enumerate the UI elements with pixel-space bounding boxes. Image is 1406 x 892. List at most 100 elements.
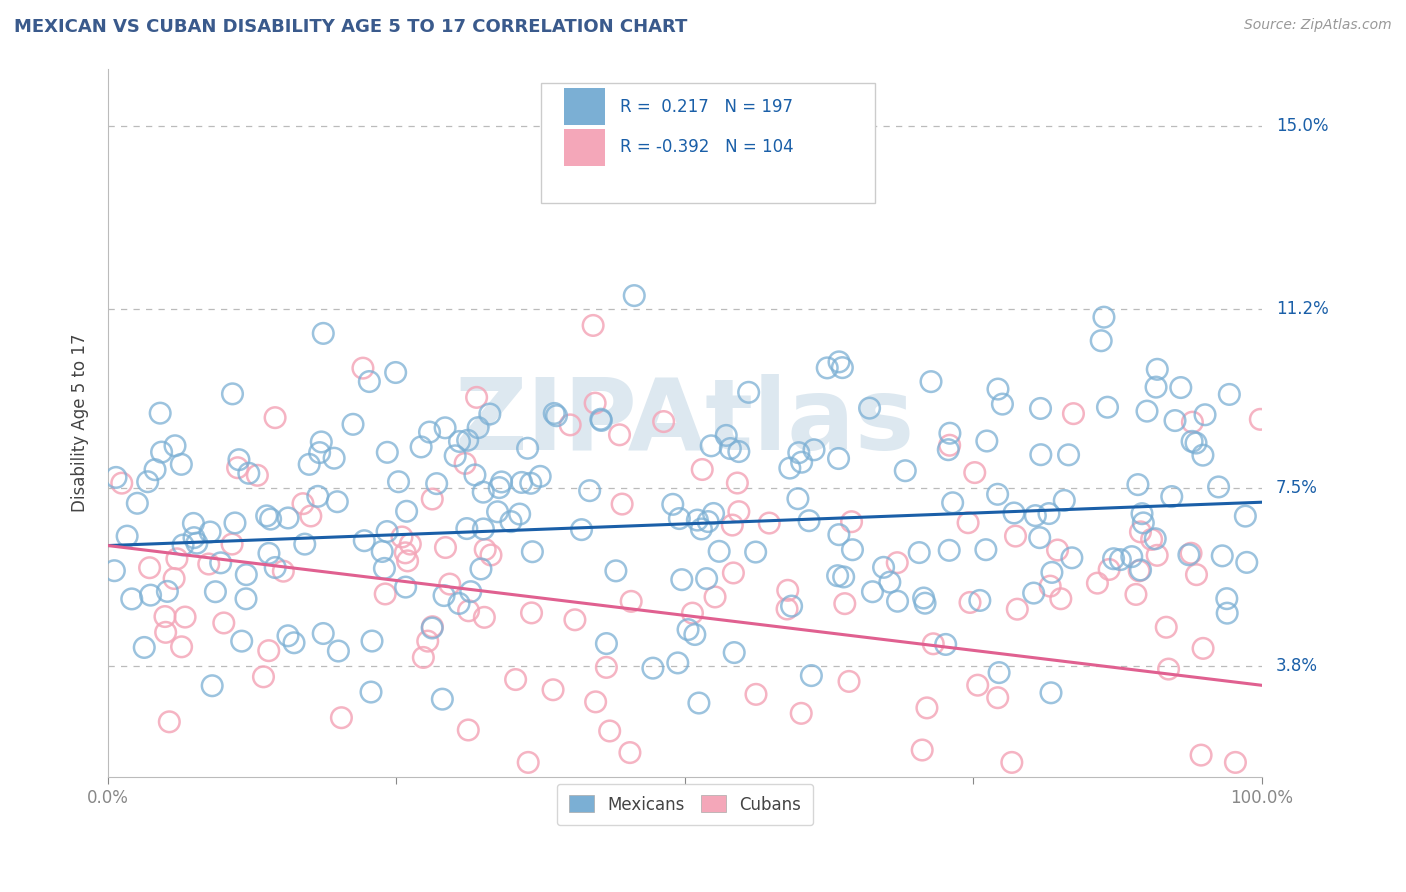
- Mexicans: [298, 458, 321, 472]
- Mexicans: [686, 513, 709, 527]
- Mexicans: [1164, 413, 1187, 427]
- Cubans: [396, 554, 419, 568]
- Mexicans: [1130, 507, 1153, 521]
- Cubans: [454, 456, 477, 470]
- Cubans: [1046, 543, 1069, 558]
- Mexicans: [224, 516, 246, 530]
- Cubans: [560, 417, 582, 432]
- Mexicans: [1060, 550, 1083, 565]
- Cubans: [1249, 412, 1271, 426]
- Mexicans: [478, 407, 501, 421]
- Mexicans: [311, 434, 333, 449]
- Cubans: [841, 515, 863, 529]
- Mexicans: [186, 536, 208, 550]
- Text: 3.8%: 3.8%: [1275, 657, 1317, 675]
- Cubans: [1098, 562, 1121, 576]
- Mexicans: [257, 546, 280, 560]
- Mexicans: [209, 556, 232, 570]
- Mexicans: [1234, 509, 1257, 524]
- Cubans: [434, 541, 457, 555]
- Mexicans: [1126, 477, 1149, 491]
- Mexicans: [894, 464, 917, 478]
- Cubans: [299, 508, 322, 523]
- Mexicans: [683, 627, 706, 641]
- Mexicans: [666, 656, 689, 670]
- Mexicans: [716, 428, 738, 442]
- Cubans: [474, 542, 496, 557]
- Mexicans: [183, 531, 205, 545]
- Mexicans: [1146, 362, 1168, 376]
- Mexicans: [815, 360, 838, 375]
- Mexicans: [426, 476, 449, 491]
- Mexicans: [1236, 555, 1258, 569]
- Mexicans: [1053, 493, 1076, 508]
- Text: 7.5%: 7.5%: [1275, 479, 1317, 497]
- Mexicans: [920, 375, 942, 389]
- Mexicans: [283, 636, 305, 650]
- Mexicans: [326, 494, 349, 508]
- Cubans: [273, 564, 295, 578]
- Mexicans: [457, 434, 479, 448]
- Mexicans: [121, 591, 143, 606]
- Cubans: [966, 678, 988, 692]
- Mexicans: [1109, 552, 1132, 566]
- Mexicans: [803, 442, 825, 457]
- Cubans: [352, 361, 374, 376]
- Cubans: [221, 537, 243, 551]
- Cubans: [595, 660, 617, 674]
- Mexicans: [115, 529, 138, 543]
- Cubans: [727, 505, 749, 519]
- Cubans: [1181, 415, 1204, 429]
- Mexicans: [1192, 448, 1215, 462]
- Mexicans: [787, 491, 810, 506]
- Mexicans: [1216, 606, 1239, 620]
- Mexicans: [1185, 436, 1208, 450]
- Mexicans: [264, 560, 287, 574]
- Mexicans: [139, 588, 162, 602]
- Cubans: [412, 650, 434, 665]
- Cubans: [834, 597, 856, 611]
- Cubans: [252, 670, 274, 684]
- Cubans: [457, 723, 479, 737]
- Cubans: [1004, 529, 1026, 543]
- Cubans: [212, 615, 235, 630]
- Mexicans: [150, 445, 173, 459]
- Mexicans: [143, 463, 166, 477]
- Text: MEXICAN VS CUBAN DISABILITY AGE 5 TO 17 CORRELATION CHART: MEXICAN VS CUBAN DISABILITY AGE 5 TO 17 …: [14, 18, 688, 36]
- Cubans: [457, 604, 479, 618]
- Cubans: [959, 595, 981, 609]
- Mexicans: [546, 409, 568, 423]
- Mexicans: [127, 496, 149, 510]
- Mexicans: [797, 514, 820, 528]
- Cubans: [399, 537, 422, 551]
- Mexicans: [688, 696, 710, 710]
- Mexicans: [444, 449, 467, 463]
- Mexicans: [974, 542, 997, 557]
- Mexicans: [780, 599, 803, 613]
- FancyBboxPatch shape: [564, 128, 606, 166]
- Cubans: [155, 625, 177, 640]
- Cubans: [599, 723, 621, 738]
- Mexicans: [1194, 408, 1216, 422]
- Cubans: [911, 743, 934, 757]
- Mexicans: [886, 594, 908, 608]
- Cubans: [420, 491, 443, 506]
- Mexicans: [841, 542, 863, 557]
- Mexicans: [103, 564, 125, 578]
- Cubans: [776, 583, 799, 598]
- Mexicans: [723, 646, 745, 660]
- Cubans: [619, 746, 641, 760]
- Mexicans: [832, 570, 855, 584]
- Mexicans: [277, 511, 299, 525]
- Mexicans: [136, 475, 159, 489]
- Text: R =  0.217   N = 197: R = 0.217 N = 197: [620, 98, 793, 116]
- Cubans: [938, 438, 960, 452]
- Mexicans: [1144, 380, 1167, 394]
- Mexicans: [1129, 563, 1152, 577]
- Mexicans: [676, 623, 699, 637]
- Text: R = -0.392   N = 104: R = -0.392 N = 104: [620, 138, 794, 156]
- Mexicans: [499, 515, 522, 529]
- Mexicans: [170, 458, 193, 472]
- Cubans: [723, 566, 745, 580]
- Mexicans: [277, 629, 299, 643]
